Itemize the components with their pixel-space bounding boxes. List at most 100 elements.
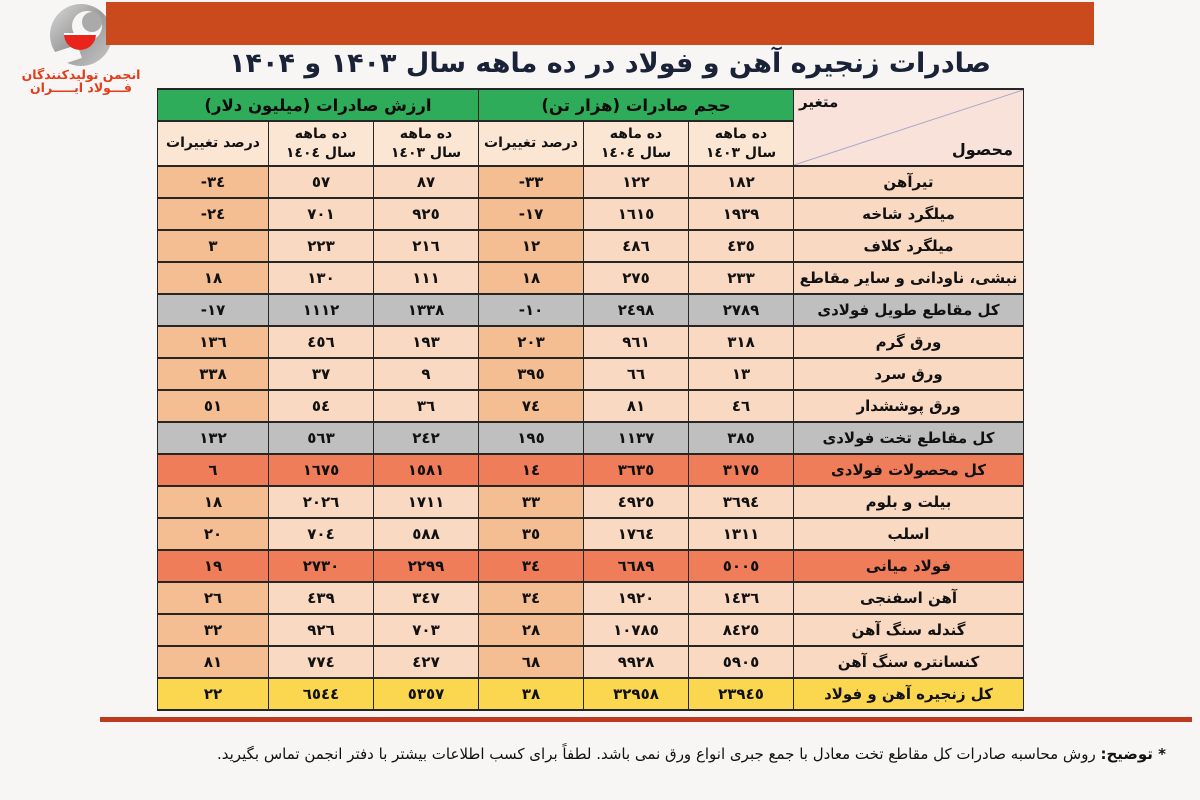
value-1404-cell: ٢٠٢٦ — [268, 485, 374, 519]
value-1403-cell: ٤٢٧ — [373, 645, 479, 679]
logo-text-line2: فـــولاد ایـــــران — [30, 80, 132, 96]
volume-1403-cell: ١٩٣٩ — [688, 197, 794, 231]
product-cell: آهن اسفنجی — [793, 581, 1024, 615]
product-cell: ورق گرم — [793, 325, 1024, 359]
table-row: تیرآهن ١٨٢ ١٢٢ -٣٣ ٨٧ ٥٧ -٣٤ — [157, 165, 1024, 199]
volume-1404-cell: ٢٧٥ — [583, 261, 689, 295]
value-1404-cell: ٦٥٤٤ — [268, 677, 374, 711]
value-1404-cell: ٧٧٤ — [268, 645, 374, 679]
value-1403-cell: ٢٤٢ — [373, 421, 479, 455]
volume-1403-cell: ٢٧٨٩ — [688, 293, 794, 327]
value-1403-cell: ٥٨٨ — [373, 517, 479, 551]
volume-1404-cell: ٤٨٦ — [583, 229, 689, 263]
product-cell: نبشی، ناودانی و سایر مقاطع — [793, 261, 1024, 295]
volume-1403-cell: ١٤٣٦ — [688, 581, 794, 615]
value-change-cell: ٥١ — [157, 389, 269, 423]
volume-1403-cell: ٥٠٠٥ — [688, 549, 794, 583]
volume-1403-cell: ٨٤٢٥ — [688, 613, 794, 647]
value-1403-cell: ١١١ — [373, 261, 479, 295]
product-cell: میلگرد کلاف — [793, 229, 1024, 263]
volume-1404-cell: ١٦١٥ — [583, 197, 689, 231]
value-1404-cell: ١٦٧٥ — [268, 453, 374, 487]
volume-1404-cell: ٨١ — [583, 389, 689, 423]
table-row: ورق سرد ١٣ ٦٦ ٣٩٥ ٩ ٣٧ ٣٣٨ — [157, 357, 1024, 391]
page-title: صادرات زنجیره آهن و فولاد در ده ماهه سال… — [229, 48, 991, 79]
value-1404-cell: ٣٧ — [268, 357, 374, 391]
value-1403-header: ده ماهه سال ١٤٠٣ — [373, 120, 479, 167]
value-change-cell: ١٨ — [157, 261, 269, 295]
value-1404-cell: ٥٦٣ — [268, 421, 374, 455]
value-change-cell: -١٧ — [157, 293, 269, 327]
volume-1403-cell: ١٨٢ — [688, 165, 794, 199]
value-1404-cell: ٧٠٤ — [268, 517, 374, 551]
value-change-cell: ٦ — [157, 453, 269, 487]
table-row: ورق گرم ٣١٨ ٩٦١ ٢٠٣ ١٩٣ ٤٥٦ ١٣٦ — [157, 325, 1024, 359]
volume-change-cell: ١٢ — [478, 229, 584, 263]
table-row: نبشی، ناودانی و سایر مقاطع ٢٣٣ ٢٧٥ ١٨ ١١١ ١٣٠… — [157, 261, 1024, 295]
value-change-cell: ٣ — [157, 229, 269, 263]
value-change-header: درصد تغییرات — [157, 120, 269, 167]
volume-change-cell: -٣٣ — [478, 165, 584, 199]
product-cell: میلگرد شاخه — [793, 197, 1024, 231]
volume-1403-cell: ١٣١١ — [688, 517, 794, 551]
value-1403-cell: ٩ — [373, 357, 479, 391]
bottom-divider-line — [100, 717, 1192, 722]
volume-1404-cell: ٣٦٣٥ — [583, 453, 689, 487]
steel-association-logo-icon — [49, 4, 112, 68]
value-change-cell: ٢٠ — [157, 517, 269, 551]
table-row: کل مقاطع طویل فولادی ٢٧٨٩ ٢٤٩٨ -١٠ ١٣٣٨ ١١١٢-… — [157, 293, 1024, 327]
value-change-cell: ٢٢ — [157, 677, 269, 711]
volume-change-cell: ١٨ — [478, 261, 584, 295]
value-change-cell: ٢٦ — [157, 581, 269, 615]
volume-1404-cell: ١٩٢٠ — [583, 581, 689, 615]
value-1403-cell: ٢١٦ — [373, 229, 479, 263]
value-change-cell: ١٣٦ — [157, 325, 269, 359]
table-row: کل محصولات فولادی ٣١٧٥ ٣٦٣٥ ١٤ ١٥٨١ ١٦٧٥ ٦ — [157, 453, 1024, 487]
value-1404-cell: ٧٠١ — [268, 197, 374, 231]
volume-1404-cell: ١٢٢ — [583, 165, 689, 199]
corner-product-label: محصول — [951, 140, 1013, 159]
table-row: بیلت و بلوم ٣٦٩٤ ٤٩٢٥ ٣٣ ١٧١١ ٢٠٢٦ ١٨ — [157, 485, 1024, 519]
value-1404-cell: ٢٧٣٠ — [268, 549, 374, 583]
volume-1404-cell: ٩٩٢٨ — [583, 645, 689, 679]
value-change-cell: ٣٢ — [157, 613, 269, 647]
table-body: تیرآهن ١٨٢ ١٢٢ -٣٣ ٨٧ ٥٧ -٣٤ میلگرد شاخه ١٩٣٩ ١٦١… — [157, 165, 1024, 711]
volume-change-cell: ٣٤ — [478, 549, 584, 583]
product-cell: کل زنجیره آهن و فولاد — [793, 677, 1024, 711]
volume-change-cell: ٦٨ — [478, 645, 584, 679]
value-group-header: ارزش صادرات (میلیون دلار) — [157, 88, 479, 122]
volume-1404-header: ده ماهه سال ١٤٠٤ — [583, 120, 689, 167]
volume-1404-cell: ١١٣٧ — [583, 421, 689, 455]
volume-1404-cell: ١٠٧٨٥ — [583, 613, 689, 647]
value-change-cell: ٨١ — [157, 645, 269, 679]
value-1403-cell: ١٩٣ — [373, 325, 479, 359]
volume-1403-cell: ٥٩٠٥ — [688, 645, 794, 679]
value-1404-cell: ٤٣٩ — [268, 581, 374, 615]
value-1404-cell: ٢٢٣ — [268, 229, 374, 263]
footnote-text: روش محاسبه صادرات کل مقاطع تخت معادل با … — [216, 745, 1096, 763]
exports-table: متغیر محصول حجم صادرات (هزار تن) ارزش صا… — [157, 88, 1024, 711]
value-1404-cell: ٩٢٦ — [268, 613, 374, 647]
table-row: کل زنجیره آهن و فولاد ٢٣٩٤٥ ٣٢٩٥٨ ٣٨ ٥٣٥٧ ٦٥٤… — [157, 677, 1024, 711]
table-row: میلگرد کلاف ٤٣٥ ٤٨٦ ١٢ ٢١٦ ٢٢٣ ٣ — [157, 229, 1024, 263]
value-change-cell: ١٨ — [157, 485, 269, 519]
volume-1403-cell: ٣٨٥ — [688, 421, 794, 455]
corner-variable-label: متغیر — [799, 93, 839, 111]
value-1403-cell: ٣٤٧ — [373, 581, 479, 615]
table-row: اسلب ١٣١١ ١٧٦٤ ٣٥ ٥٨٨ ٧٠٤ ٢٠ — [157, 517, 1024, 551]
value-change-cell: ١٩ — [157, 549, 269, 583]
product-cell: گندله سنگ آهن — [793, 613, 1024, 647]
table-row: ورق پوششدار ٤٦ ٨١ ٧٤ ٣٦ ٥٤ ٥١ — [157, 389, 1024, 423]
table-row: کنسانتره سنگ آهن ٥٩٠٥ ٩٩٢٨ ٦٨ ٤٢٧ ٧٧٤ ٨١ — [157, 645, 1024, 679]
value-change-cell: ٣٣٨ — [157, 357, 269, 391]
volume-1403-cell: ٢٣٣ — [688, 261, 794, 295]
product-cell: کل مقاطع طویل فولادی — [793, 293, 1024, 327]
value-1403-cell: ١٧١١ — [373, 485, 479, 519]
volume-1403-cell: ٣١٨ — [688, 325, 794, 359]
volume-1403-cell: ١٣ — [688, 357, 794, 391]
value-1403-cell: ٣٦ — [373, 389, 479, 423]
volume-1403-cell: ٣٦٩٤ — [688, 485, 794, 519]
volume-1403-header: ده ماهه سال ١٤٠٣ — [688, 120, 794, 167]
volume-1403-cell: ٢٣٩٤٥ — [688, 677, 794, 711]
table-row: گندله سنگ آهن ٨٤٢٥ ١٠٧٨٥ ٢٨ ٧٠٣ ٩٢٦ ٣٢ — [157, 613, 1024, 647]
